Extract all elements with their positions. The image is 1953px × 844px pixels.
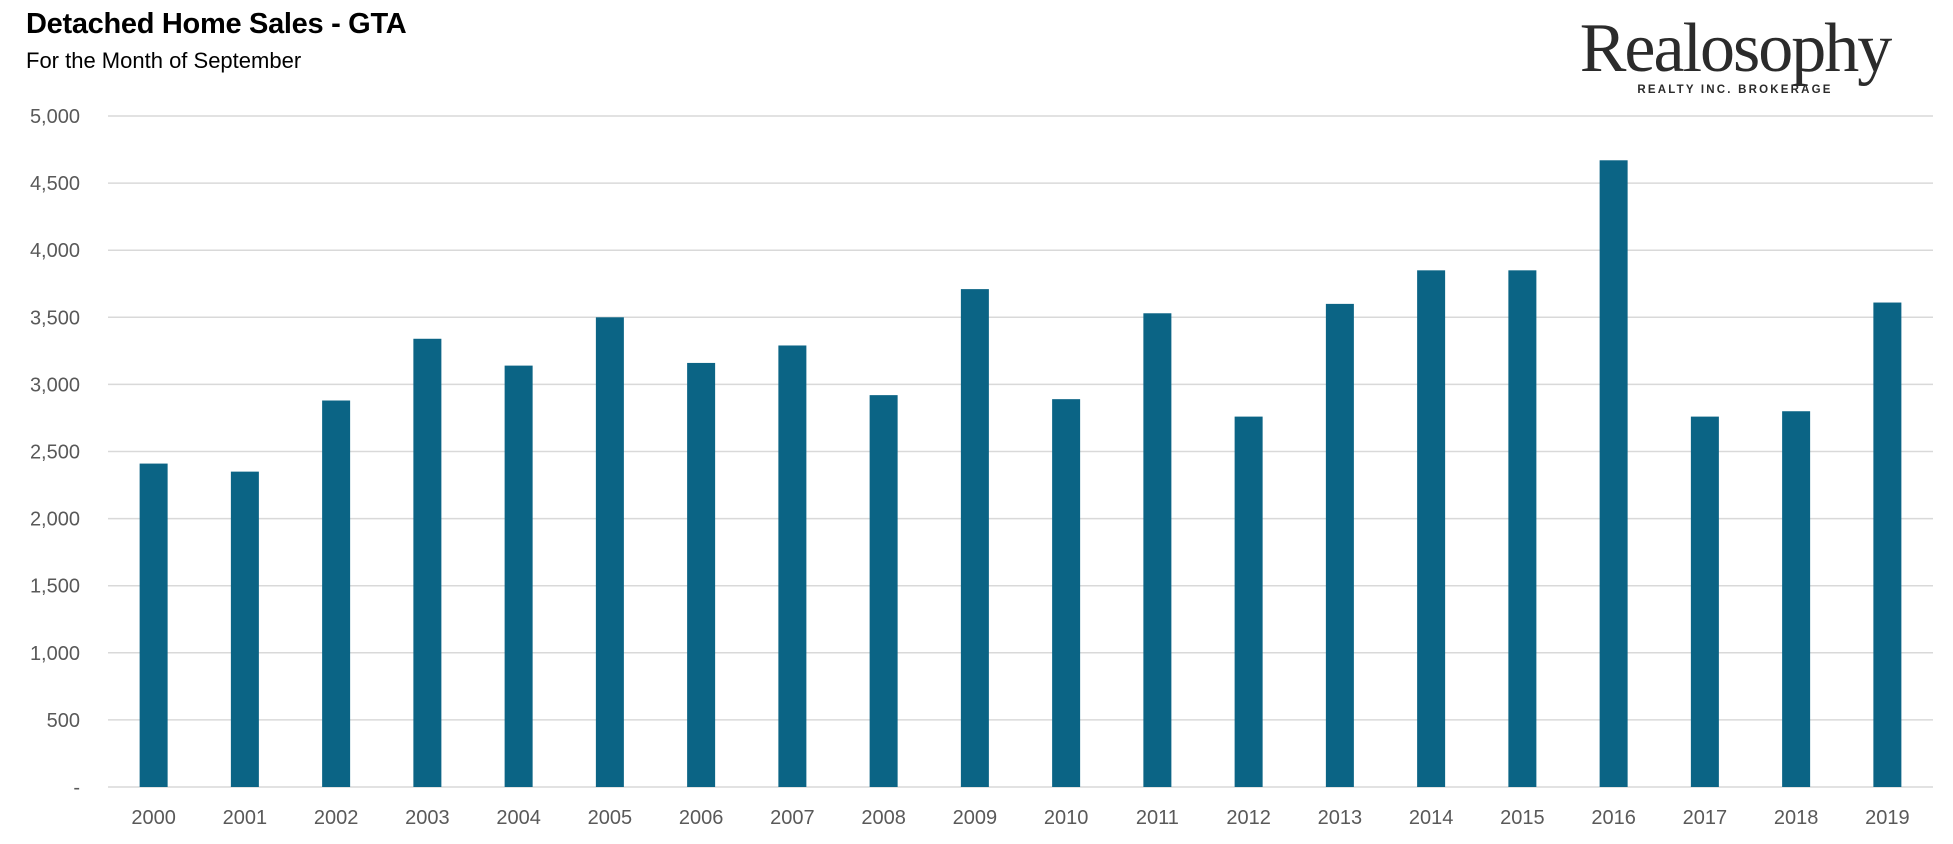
bar-2002	[322, 400, 351, 787]
bar-2010	[1052, 399, 1081, 787]
x-tick-label: 2000	[131, 807, 176, 829]
x-tick-label: 2006	[679, 807, 724, 829]
x-tick-label: 2019	[1865, 807, 1910, 829]
x-tick-label: 2018	[1774, 807, 1819, 829]
x-tick-label: 2002	[314, 807, 359, 829]
x-tick-label: 2016	[1591, 807, 1636, 829]
bar-2019	[1873, 302, 1902, 787]
bar-2013	[1325, 303, 1354, 787]
x-tick-label: 2001	[223, 807, 268, 829]
bar-2009	[960, 289, 989, 787]
y-tick-label: 500	[47, 710, 80, 732]
bar-2003	[413, 338, 442, 787]
y-axis-ticks: - 500 1,000 1,500 2,000 2,500 3,000 3,500 4,000 4…	[30, 106, 80, 799]
logo-wordmark: Realosophy	[1579, 10, 1893, 87]
bar-2014	[1417, 270, 1446, 788]
y-tick-label: 3,500	[30, 307, 80, 329]
bar-2004	[504, 365, 533, 787]
bar-2000	[139, 463, 168, 787]
x-tick-label: 2010	[1044, 807, 1089, 829]
bar-2005	[595, 317, 624, 787]
y-tick-label: 4,000	[30, 240, 80, 262]
bar-2006	[687, 362, 716, 787]
brand-logo: Realosophy REALTY INC. BROKERAGE	[1560, 10, 1910, 97]
bar-2011	[1143, 313, 1172, 787]
bars	[139, 160, 1902, 788]
x-tick-label: 2013	[1318, 807, 1363, 829]
bar-2018	[1782, 411, 1811, 787]
bar-2015	[1508, 270, 1537, 788]
chart-title: Detached Home Sales - GTA	[26, 8, 407, 40]
y-tick-label: 2,000	[30, 509, 80, 531]
y-tick-label: 1,500	[30, 576, 80, 598]
x-tick-label: 2003	[405, 807, 450, 829]
bar-2017	[1690, 416, 1719, 787]
x-tick-label: 2014	[1409, 807, 1454, 829]
bar-2008	[869, 395, 898, 787]
x-tick-label: 2007	[770, 807, 815, 829]
x-axis-ticks: 2000 2001 2002 2003 2004 2005 2006 2007 2008 2009…	[131, 807, 1909, 829]
gridlines	[108, 115, 1933, 788]
logo-tagline: REALTY INC. BROKERAGE	[1637, 84, 1833, 96]
x-tick-label: 2008	[861, 807, 906, 829]
y-tick-label: 5,000	[30, 106, 80, 128]
x-tick-label: 2009	[953, 807, 998, 829]
y-tick-label: 3,000	[30, 374, 80, 396]
y-tick-label: 2,500	[30, 442, 80, 464]
y-tick-label: 4,500	[30, 173, 80, 195]
x-tick-label: 2017	[1683, 807, 1728, 829]
bar-2016	[1599, 160, 1628, 787]
chart-subtitle: For the Month of September	[26, 48, 302, 73]
x-tick-label: 2012	[1226, 807, 1271, 829]
y-tick-label: 1,000	[30, 643, 80, 665]
x-tick-label: 2004	[496, 807, 541, 829]
bar-2007	[778, 345, 807, 787]
x-tick-label: 2015	[1500, 807, 1545, 829]
bar-2012	[1234, 416, 1263, 787]
x-tick-label: 2005	[588, 807, 633, 829]
bar-2001	[230, 471, 259, 787]
x-tick-label: 2011	[1136, 807, 1179, 829]
y-tick-label: -	[73, 777, 80, 799]
